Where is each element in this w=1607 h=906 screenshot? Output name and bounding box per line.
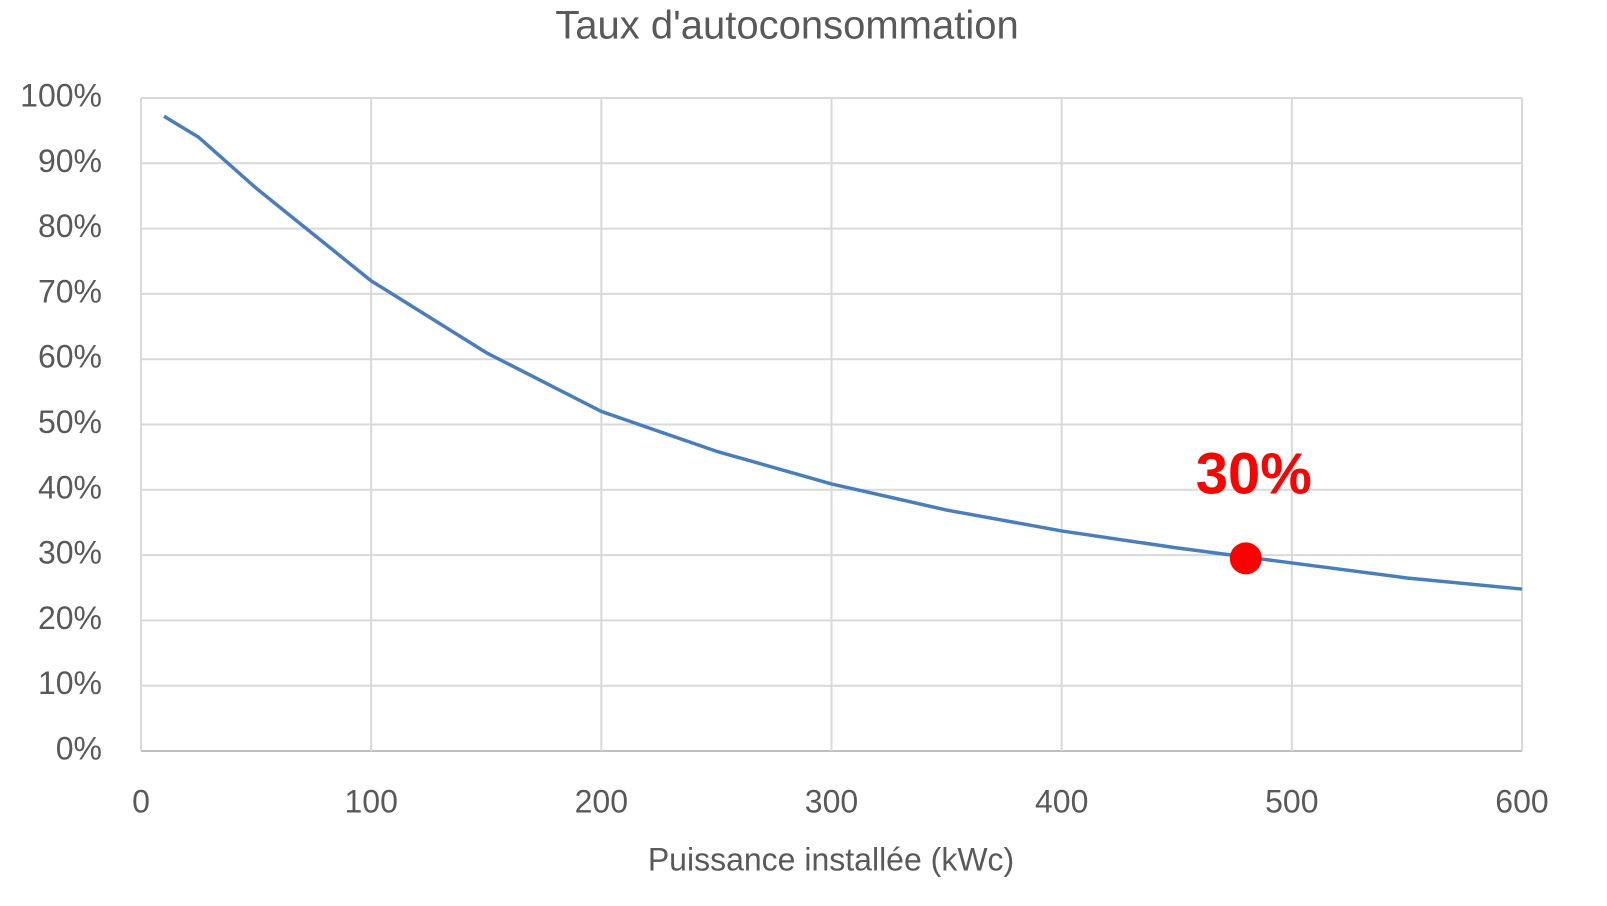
y-tick-label: 80% bbox=[38, 208, 102, 244]
x-tick-label: 400 bbox=[1035, 783, 1088, 819]
y-tick-label: 70% bbox=[38, 273, 102, 309]
highlight-label: 30% bbox=[1196, 442, 1312, 507]
x-tick-label: 300 bbox=[805, 783, 858, 819]
y-tick-label: 30% bbox=[38, 535, 102, 571]
x-tick-label: 200 bbox=[575, 783, 628, 819]
y-tick-label: 10% bbox=[38, 665, 102, 701]
x-tick-label: 600 bbox=[1495, 783, 1548, 819]
y-tick-label: 90% bbox=[38, 143, 102, 179]
x-tick-label: 100 bbox=[344, 783, 397, 819]
chart-title: Taux d'autoconsommation bbox=[555, 4, 1018, 48]
highlight-point bbox=[1229, 542, 1262, 575]
y-tick-label: 20% bbox=[38, 600, 102, 636]
y-tick-label: 60% bbox=[38, 339, 102, 375]
x-axis-label: Puissance installée (kWc) bbox=[648, 841, 1014, 877]
y-tick-label: 50% bbox=[38, 404, 102, 440]
y-tick-label: 100% bbox=[20, 77, 102, 113]
y-tick-label: 0% bbox=[56, 730, 102, 766]
x-tick-label: 0 bbox=[132, 783, 150, 819]
x-tick-label: 500 bbox=[1265, 783, 1318, 819]
y-tick-label: 40% bbox=[38, 469, 102, 505]
data-line bbox=[163, 114, 1523, 591]
